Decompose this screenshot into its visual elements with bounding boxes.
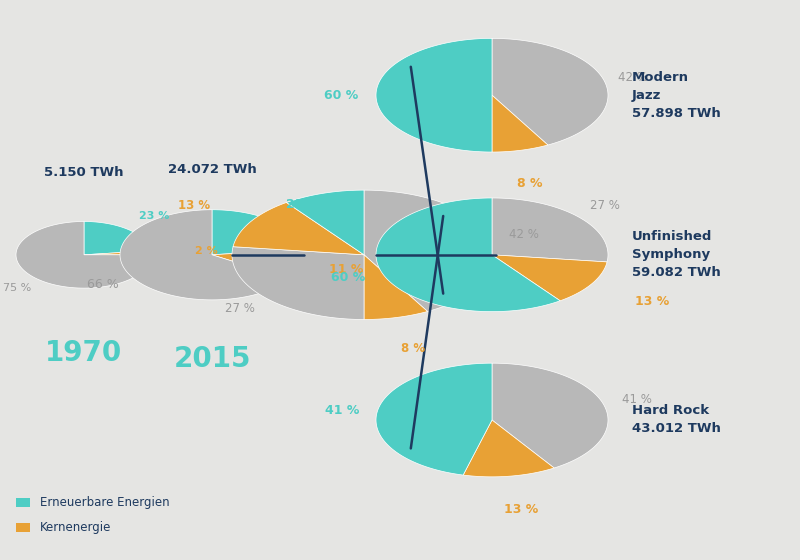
Polygon shape: [212, 210, 303, 255]
Text: 24.072 TWh: 24.072 TWh: [168, 163, 256, 176]
Polygon shape: [233, 203, 364, 255]
Polygon shape: [376, 198, 560, 311]
Polygon shape: [463, 420, 554, 477]
Text: 13 %: 13 %: [504, 503, 538, 516]
Polygon shape: [16, 222, 152, 288]
Polygon shape: [492, 198, 608, 262]
Text: Kernenergie: Kernenergie: [40, 521, 111, 534]
Text: 2015: 2015: [174, 345, 250, 373]
Text: 2 %: 2 %: [194, 246, 218, 256]
Text: 13 %: 13 %: [178, 199, 210, 212]
Text: 13 %: 13 %: [634, 295, 669, 307]
Text: 27 %: 27 %: [226, 302, 255, 315]
Text: 41 %: 41 %: [326, 404, 359, 417]
Polygon shape: [492, 363, 608, 468]
Text: 23 %: 23 %: [286, 198, 320, 211]
Bar: [16, 498, 30, 507]
Polygon shape: [84, 251, 152, 255]
Bar: [16, 524, 30, 532]
Polygon shape: [286, 190, 364, 255]
Polygon shape: [376, 38, 492, 152]
Text: 66 %: 66 %: [87, 278, 119, 291]
Text: 60 %: 60 %: [324, 88, 358, 102]
Text: Unfinished
Symphony
59.082 TWh: Unfinished Symphony 59.082 TWh: [632, 230, 721, 279]
Text: 8 %: 8 %: [401, 342, 426, 355]
Text: 27 %: 27 %: [590, 199, 620, 212]
Polygon shape: [232, 247, 364, 320]
Text: 5.150 TWh: 5.150 TWh: [44, 166, 124, 180]
Text: Modern
Jazz
57.898 TWh: Modern Jazz 57.898 TWh: [632, 71, 721, 120]
Polygon shape: [364, 190, 496, 311]
Text: Hard Rock
43.012 TWh: Hard Rock 43.012 TWh: [632, 404, 721, 436]
Text: 42 %: 42 %: [509, 228, 538, 241]
Polygon shape: [492, 95, 548, 152]
Polygon shape: [212, 249, 304, 279]
Text: Erneuerbare Energien: Erneuerbare Energien: [40, 496, 170, 509]
Text: 8 %: 8 %: [518, 177, 543, 190]
Text: 60 %: 60 %: [331, 271, 366, 284]
Text: 1970: 1970: [46, 338, 122, 367]
Text: 23 %: 23 %: [138, 211, 169, 221]
Polygon shape: [376, 363, 492, 475]
Polygon shape: [120, 210, 290, 300]
Polygon shape: [364, 255, 427, 320]
Polygon shape: [492, 255, 607, 301]
Polygon shape: [84, 222, 151, 255]
Text: 75 %: 75 %: [2, 283, 31, 293]
Polygon shape: [492, 38, 608, 145]
Text: 42 %: 42 %: [618, 71, 647, 84]
Text: 11 %: 11 %: [330, 263, 364, 276]
Text: 41 %: 41 %: [622, 393, 652, 406]
